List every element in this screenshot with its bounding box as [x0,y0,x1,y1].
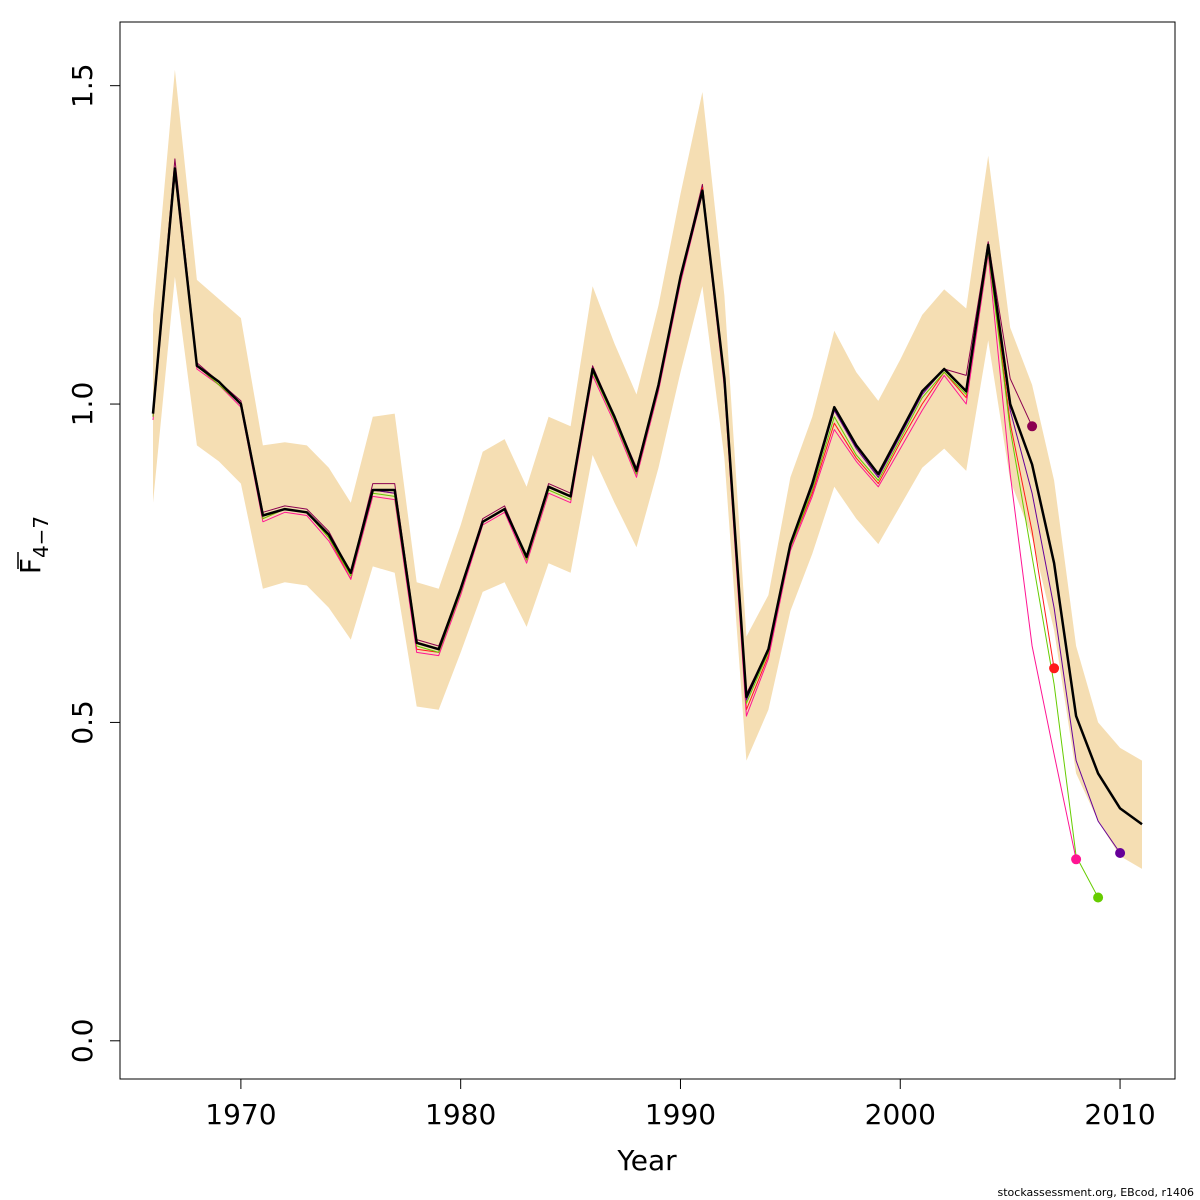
x-tick-label-1990: 1990 [645,1098,716,1131]
x-tick-label-2000: 2000 [865,1098,936,1131]
endpoint-markers-layer [1027,421,1126,903]
base-estimate-line [151,167,1143,826]
y-axis-title-subscript: 4−7 [29,516,53,558]
confidence-band-layer [153,69,1142,869]
y-tick-label-0.0: 0.0 [66,1019,99,1064]
svg-text:F4−7: F4−7 [14,516,53,574]
y-tick-label-1.0: 1.0 [66,382,99,427]
retro-series-line-3 [152,174,1077,860]
retro-terminal-point-5 [1115,848,1126,858]
x-tick-label-1970: 1970 [205,1098,276,1131]
confidence-band [153,69,1142,869]
x-tick-label-1980: 1980 [425,1098,496,1131]
y-axis-title: F4−7 [14,516,53,574]
retro-terminal-point-1 [1027,421,1038,432]
x-axis-title: Year [616,1144,677,1177]
base-line-layer [151,167,1143,826]
x-axis: 1970 1980 1990 2000 2010 [205,1079,1156,1131]
footer-credit: stockassessment.org, EBcod, r1406 [998,1186,1195,1199]
plot-frame [119,21,1176,1080]
y-axis-title-main: F [14,558,47,574]
y-tick-label-1.5: 1.5 [66,63,99,108]
retro-terminal-point-2 [1049,663,1060,674]
y-tick-label-0.5: 0.5 [66,700,99,745]
retro-terminal-point-4 [1093,892,1104,903]
y-axis: 0.0 0.5 1.0 1.5 [66,63,120,1063]
x-tick-label-2010: 2010 [1084,1098,1155,1131]
retro-terminal-point-3 [1071,854,1082,865]
